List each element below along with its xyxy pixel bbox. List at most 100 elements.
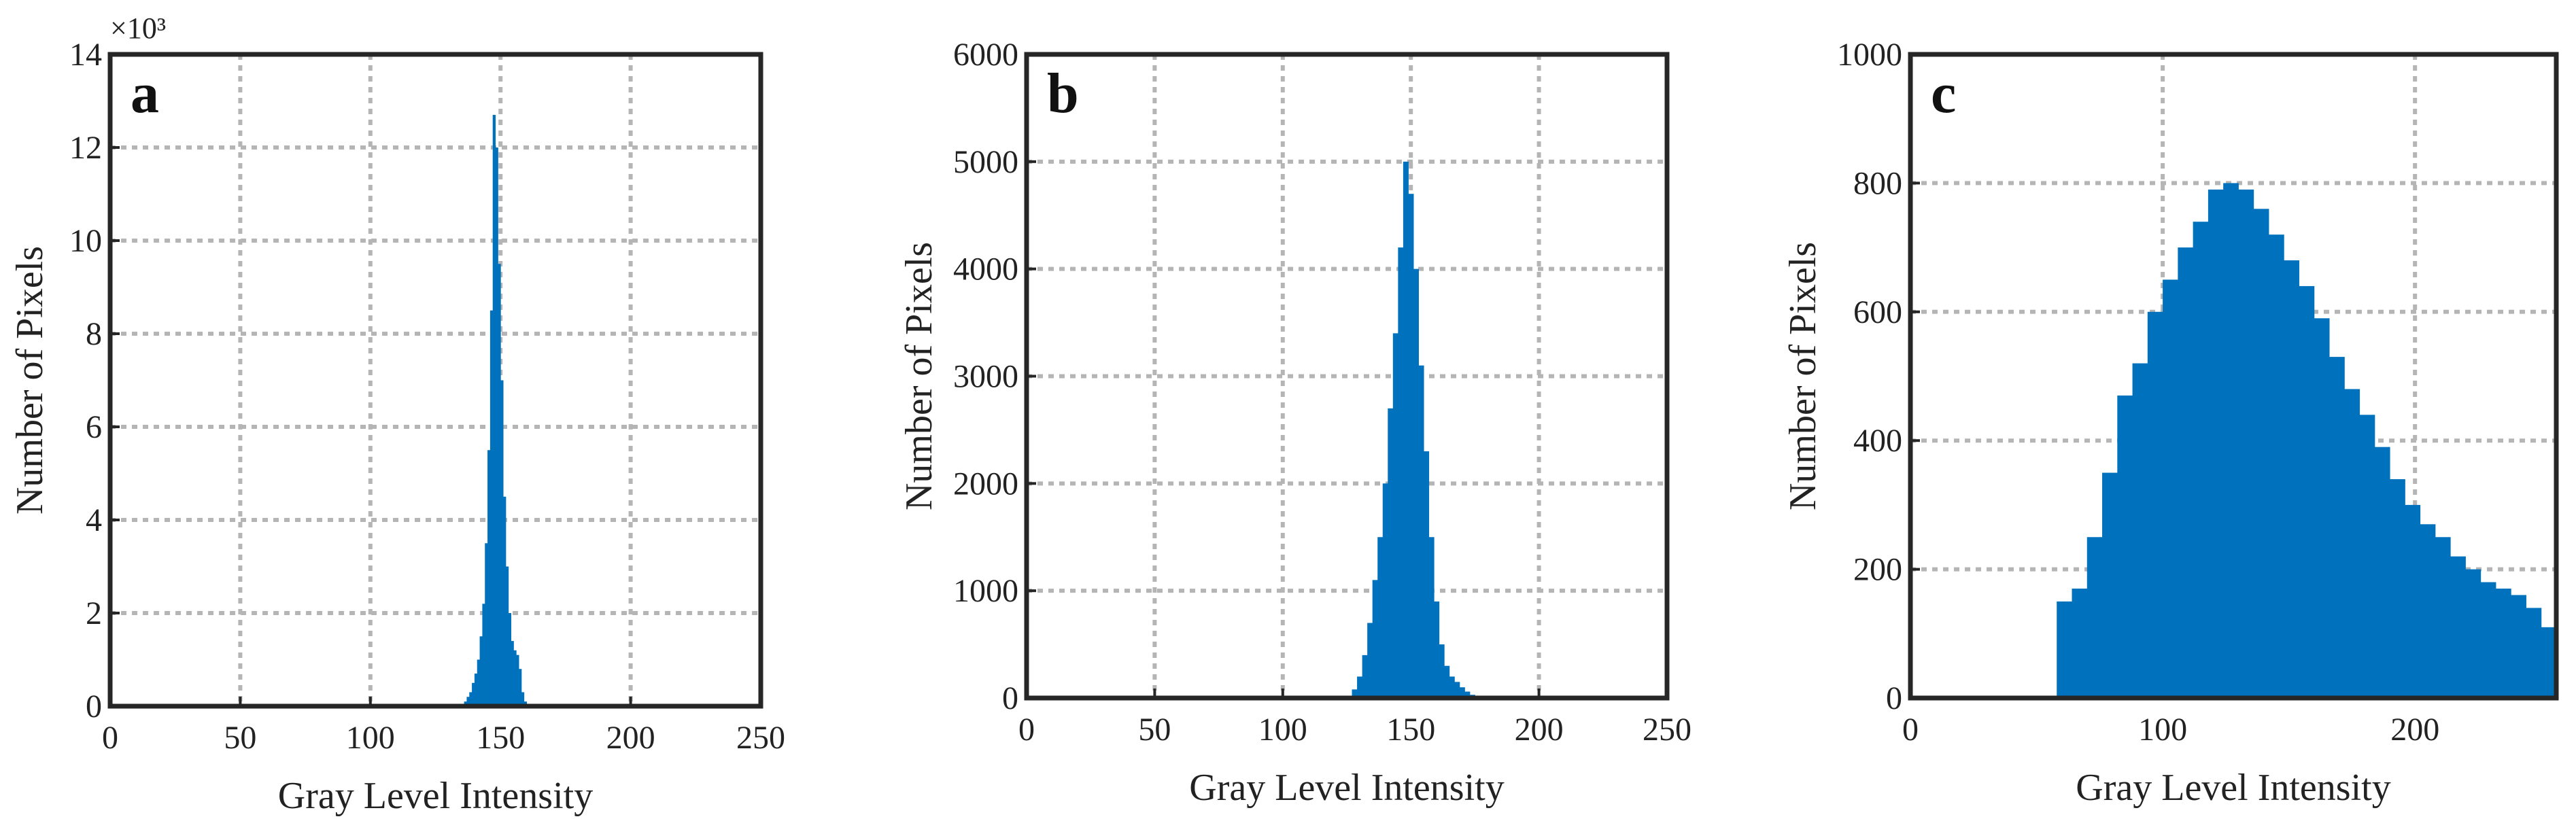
bar bbox=[2329, 357, 2345, 698]
x-tick-label: 250 bbox=[1643, 712, 1691, 748]
bar bbox=[2344, 389, 2360, 698]
bar bbox=[2511, 595, 2526, 698]
bar bbox=[2117, 395, 2133, 698]
y-axis-label: Number of Pixels bbox=[1782, 242, 1824, 510]
bar bbox=[469, 692, 473, 706]
bar bbox=[1392, 333, 1398, 698]
bar bbox=[1388, 408, 1394, 698]
y-tick-label: 4000 bbox=[953, 251, 1018, 287]
y-tick-label: 5000 bbox=[953, 144, 1018, 180]
bar bbox=[490, 310, 494, 706]
bar bbox=[511, 641, 514, 706]
bar bbox=[2495, 589, 2511, 698]
x-tick-label: 150 bbox=[476, 720, 525, 756]
y-tick-label: 8 bbox=[86, 316, 102, 352]
bar bbox=[1464, 691, 1471, 698]
x-tick-label: 150 bbox=[1386, 712, 1435, 748]
bar bbox=[2299, 285, 2315, 698]
y-tick-label: 12 bbox=[69, 130, 102, 166]
bar bbox=[2314, 318, 2330, 698]
x-tick-label: 200 bbox=[606, 720, 655, 756]
x-tick-label: 250 bbox=[736, 720, 785, 756]
y-tick-label: 0 bbox=[1002, 680, 1018, 716]
bar bbox=[2253, 209, 2269, 698]
x-tick-label: 100 bbox=[2138, 712, 2187, 748]
bar bbox=[2390, 479, 2405, 698]
bar bbox=[518, 669, 522, 706]
x-axis-label: Gray Level Intensity bbox=[1189, 767, 1504, 809]
bar bbox=[472, 682, 475, 706]
y-tick-label: 2000 bbox=[953, 466, 1018, 502]
bar bbox=[2057, 601, 2072, 698]
x-tick-label: 50 bbox=[224, 720, 256, 756]
y-tick-label: 0 bbox=[86, 689, 102, 725]
bar bbox=[2526, 608, 2542, 698]
bar bbox=[2405, 504, 2421, 698]
y-tick-label: 1000 bbox=[953, 573, 1018, 609]
y-axis-label: Number of Pixels bbox=[898, 242, 940, 510]
bar bbox=[505, 566, 509, 706]
bar bbox=[1454, 682, 1460, 698]
bar bbox=[1398, 247, 1404, 699]
bar bbox=[2450, 556, 2466, 698]
x-tick-label: 0 bbox=[1018, 712, 1035, 748]
bar bbox=[1372, 580, 1378, 698]
bar bbox=[492, 115, 496, 707]
x-tick-label: 100 bbox=[346, 720, 395, 756]
bar bbox=[1459, 687, 1465, 698]
bar bbox=[1377, 537, 1384, 698]
y-tick-label: 1000 bbox=[1837, 37, 1902, 73]
bar bbox=[2541, 627, 2557, 698]
bar bbox=[2284, 260, 2299, 698]
panel-label: c bbox=[1931, 62, 1956, 125]
bar bbox=[2480, 582, 2496, 698]
bar bbox=[487, 450, 491, 706]
bar bbox=[2359, 415, 2375, 698]
bar bbox=[2147, 311, 2163, 698]
bar bbox=[1382, 483, 1388, 698]
bar bbox=[1439, 644, 1445, 698]
x-tick-label: 50 bbox=[1138, 712, 1171, 748]
bar bbox=[477, 659, 481, 706]
bar bbox=[1408, 194, 1414, 698]
bar bbox=[2072, 589, 2088, 698]
bar bbox=[466, 697, 470, 706]
y-tick-label: 6 bbox=[86, 409, 102, 445]
plot-frame bbox=[107, 52, 763, 709]
bar bbox=[2238, 189, 2254, 698]
bar bbox=[1367, 623, 1373, 698]
y-tick-label: 14 bbox=[69, 37, 102, 73]
x-axis-label: Gray Level Intensity bbox=[2076, 767, 2390, 809]
bar bbox=[2178, 247, 2194, 699]
panel: 0 1000 2000 3000 4000 5000 6000 0 50 100 150 200 250… bbox=[898, 37, 1691, 809]
bar bbox=[1424, 451, 1430, 698]
panel-label: b bbox=[1047, 62, 1079, 125]
bar bbox=[2374, 447, 2390, 698]
bar bbox=[1444, 665, 1450, 698]
bar bbox=[482, 604, 485, 706]
y-tick-label: 10 bbox=[69, 223, 102, 259]
bar bbox=[516, 655, 519, 706]
bar bbox=[513, 650, 517, 706]
panel: 0 200 400 600 800 1000 0 100 200 c Gray Level Inte… bbox=[1782, 37, 2559, 809]
bar bbox=[2163, 279, 2178, 698]
plot-frame bbox=[1024, 52, 1670, 701]
bar bbox=[1413, 268, 1420, 699]
bar bbox=[2268, 234, 2284, 698]
y-tick-label: 3000 bbox=[953, 359, 1018, 395]
bar bbox=[1362, 655, 1368, 698]
bar bbox=[2132, 363, 2148, 698]
bar bbox=[479, 636, 483, 706]
x-tick-label: 0 bbox=[1902, 712, 1919, 748]
bar bbox=[503, 496, 506, 706]
x-tick-label: 200 bbox=[1515, 712, 1564, 748]
bar bbox=[1352, 689, 1358, 698]
bar bbox=[495, 147, 498, 706]
y-tick-label: 400 bbox=[1853, 423, 1902, 459]
bar bbox=[500, 380, 504, 706]
y-tick-label: 600 bbox=[1853, 294, 1902, 330]
bar bbox=[1449, 676, 1455, 698]
y-tick-label: 6000 bbox=[953, 37, 1018, 73]
bar bbox=[1434, 601, 1440, 698]
